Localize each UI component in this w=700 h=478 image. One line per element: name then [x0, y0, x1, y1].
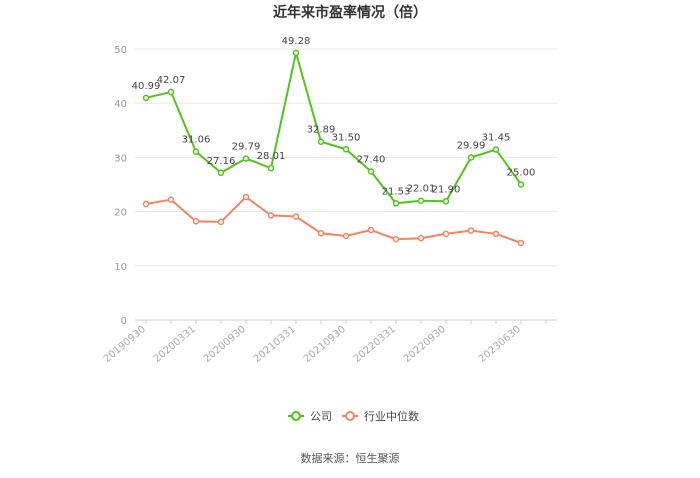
data-point[interactable] [292, 49, 300, 57]
series-layer [142, 49, 525, 247]
data-point[interactable] [217, 218, 225, 226]
data-point[interactable] [517, 181, 525, 188]
data-label: 27.16 [207, 156, 236, 167]
data-point[interactable] [417, 197, 425, 204]
data-label: 31.45 [482, 133, 511, 144]
data-point[interactable] [317, 230, 325, 237]
data-point[interactable] [267, 164, 275, 172]
legend-item-行业中位数[interactable]: 行业中位数 [342, 409, 419, 423]
data-point[interactable] [392, 235, 400, 243]
data-point[interactable] [317, 138, 325, 145]
data-label: 28.01 [257, 151, 286, 162]
x-tick-label: 20220331 [352, 324, 398, 365]
grid [135, 48, 557, 321]
data-point[interactable] [217, 169, 225, 177]
data-label: 25.00 [507, 168, 536, 179]
series-line-公司 [145, 52, 522, 205]
data-point[interactable] [442, 230, 450, 238]
data-label: 29.99 [457, 140, 486, 151]
data-label: 29.79 [232, 142, 261, 153]
x-axis: 20190930 20200331 20200930 20210331 20210930… [102, 320, 547, 365]
y-axis: 0 10 20 30 40 50 [114, 45, 127, 327]
data-point[interactable] [342, 232, 350, 240]
data-label: 40.99 [132, 81, 161, 92]
x-tick-label: 20200331 [152, 324, 198, 365]
y-tick-label: 20 [114, 208, 127, 219]
data-label: 42.07 [157, 75, 186, 86]
data-label: 32.89 [307, 125, 336, 136]
data-point[interactable] [167, 196, 175, 203]
data-point[interactable] [467, 227, 475, 234]
chart-title: 近年来市盈率情况（倍） [273, 4, 427, 21]
data-point[interactable] [492, 230, 500, 238]
data-label: 21.53 [382, 186, 411, 197]
data-point[interactable] [367, 168, 375, 175]
data-point[interactable] [467, 154, 475, 161]
legend[interactable]: 公司 行业中位数 [288, 409, 419, 423]
data-point[interactable] [417, 234, 425, 242]
data-point[interactable] [142, 94, 150, 102]
legend-marker [345, 411, 355, 421]
data-point[interactable] [242, 155, 250, 162]
x-tick-label: 20210930 [302, 324, 348, 365]
data-label: 22.01 [407, 184, 436, 195]
data-point[interactable] [342, 146, 350, 153]
series-line-行业中位数 [145, 195, 522, 244]
y-tick-label: 30 [114, 153, 127, 164]
legend-label: 公司 [310, 410, 332, 423]
legend-item-公司[interactable]: 公司 [288, 410, 332, 423]
data-point[interactable] [292, 213, 300, 220]
y-tick-label: 10 [114, 262, 127, 273]
y-tick-label: 50 [114, 45, 127, 56]
data-point[interactable] [517, 239, 525, 247]
data-point[interactable] [392, 200, 400, 207]
y-tick-label: 0 [121, 316, 127, 327]
data-point[interactable] [492, 146, 500, 153]
source-note: 数据来源：恒生聚源 [301, 451, 400, 465]
x-tick-label: 20190930 [102, 324, 148, 365]
data-point[interactable] [192, 218, 200, 225]
data-label: 21.90 [432, 184, 461, 195]
legend-label: 行业中位数 [364, 409, 419, 423]
data-label: 31.50 [332, 132, 361, 143]
data-point[interactable] [242, 193, 250, 201]
x-tick-label: 20230630 [477, 324, 523, 365]
data-label: 49.28 [282, 36, 311, 47]
x-tick-label: 20220930 [402, 324, 448, 365]
legend-marker [291, 411, 301, 421]
data-point[interactable] [142, 200, 150, 208]
x-tick-label: 20200930 [202, 324, 248, 365]
data-point[interactable] [442, 198, 450, 205]
data-point[interactable] [267, 212, 275, 219]
data-point[interactable] [167, 88, 175, 96]
data-point[interactable] [192, 148, 200, 155]
data-label: 31.06 [182, 135, 211, 146]
data-label: 27.40 [357, 154, 386, 165]
data-point[interactable] [367, 226, 375, 234]
x-tick-label: 20210331 [252, 324, 298, 365]
y-tick-label: 40 [114, 99, 127, 110]
